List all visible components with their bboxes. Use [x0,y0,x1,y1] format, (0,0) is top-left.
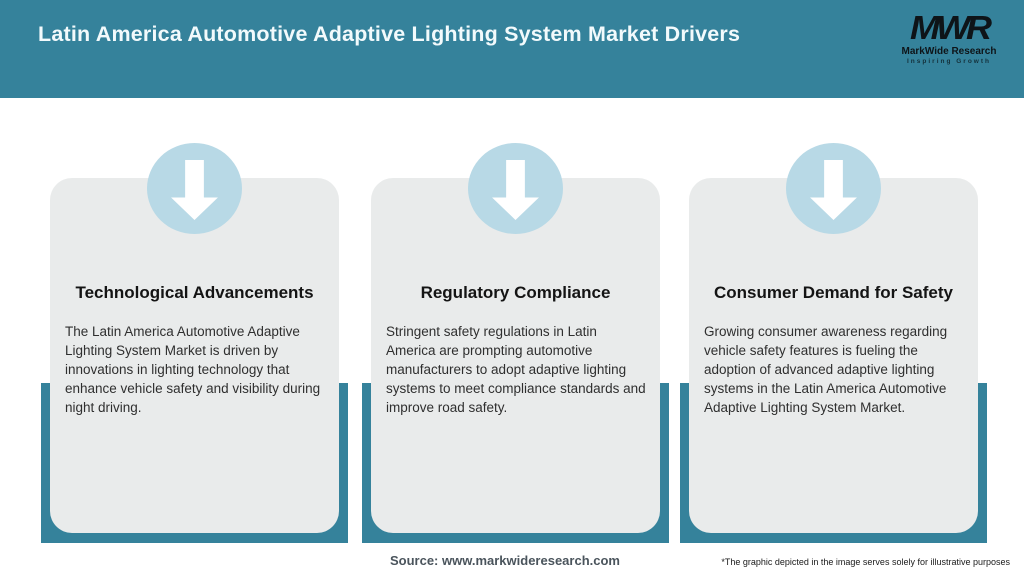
disclaimer-note: *The graphic depicted in the image serve… [721,557,1010,567]
down-arrow-icon [147,143,242,234]
card-body: Regulatory Compliance Stringent safety r… [371,178,660,533]
card-description: Growing consumer awareness regarding veh… [704,324,948,415]
down-arrow-icon [786,143,881,234]
header-bar: Latin America Automotive Adaptive Lighti… [0,0,1024,98]
driver-card-consumer-demand-for-safety: Consumer Demand for Safety Growing consu… [680,140,987,546]
logo-tagline: Inspiring Growth [907,58,991,65]
card-title: Technological Advancements [75,283,314,302]
page-title: Latin America Automotive Adaptive Lighti… [38,22,741,46]
markwide-research-logo: MWR MarkWide Research Inspiring Growth [890,10,1008,65]
card-description: The Latin America Automotive Adaptive Li… [65,324,321,415]
driver-card-regulatory-compliance: Regulatory Compliance Stringent safety r… [362,140,669,546]
card-body: Technological Advancements The Latin Ame… [50,178,339,533]
down-arrow-icon [468,143,563,234]
logo-monogram: MWR [910,8,992,47]
card-title: Consumer Demand for Safety [714,283,953,302]
source-attribution: Source: www.markwideresearch.com [389,553,620,568]
card-body: Consumer Demand for Safety Growing consu… [689,178,978,533]
logo-name: MarkWide Research [901,46,997,57]
card-title: Regulatory Compliance [420,283,611,302]
card-description: Stringent safety regulations in Latin Am… [386,324,646,415]
driver-card-technological-advancements: Technological Advancements The Latin Ame… [41,140,348,546]
